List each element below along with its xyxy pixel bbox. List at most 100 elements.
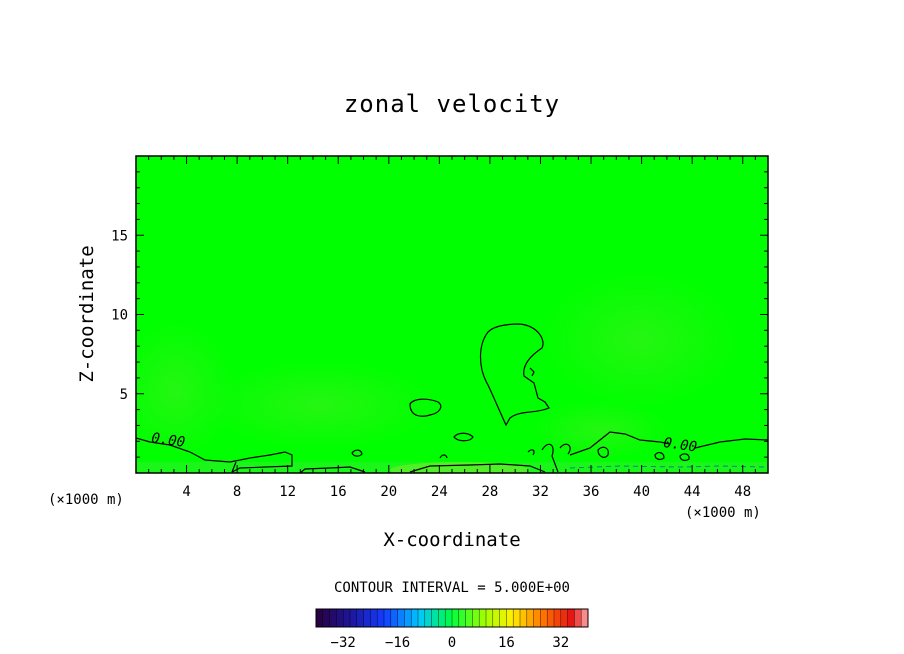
colorbar-cell [506,609,514,627]
x-tick-label: 48 [734,484,751,500]
colorbar-cell [356,609,364,627]
contour-line [679,453,690,462]
field-shade [136,320,235,460]
colorbar-cell [363,609,371,627]
colorbar-cell [458,609,466,627]
bottom-band [136,462,768,473]
contour-label: 0.00 [150,430,186,451]
contour-line [597,446,609,458]
colorbar-cell [513,609,521,627]
x-tick-label: 24 [431,484,448,500]
colorbar-cell [336,609,344,627]
contour-line [299,466,366,473]
colorbar-cell [377,609,385,627]
colorbar-cell [438,609,446,627]
x-tick-label: 44 [684,484,701,500]
z-tick-label: 5 [120,387,128,403]
contour-line [409,398,442,417]
z-tick-label: 15 [111,228,128,244]
x-tick-label: 12 [279,484,296,500]
colorbar-cell [520,609,528,627]
colorbar-cell [404,609,412,627]
colorbar-cell [329,609,337,627]
colorbar-tick-label: 0 [448,635,456,651]
x-tick-label: 4 [182,484,190,500]
colorbar-tick-label: −16 [385,635,410,651]
colorbar-cell [581,609,589,627]
chart-title: zonal velocity [344,90,560,118]
contour-line [559,443,571,455]
contour-label: 0.00 [662,435,698,456]
contour-line [409,463,546,473]
colorbar-cell [384,609,392,627]
colorbar-cell [390,609,398,627]
negative-contour [569,465,766,469]
contour-line [136,437,293,473]
colorbar-tick-label: −32 [331,635,356,651]
contour-line [527,449,535,456]
colorbar-cell [547,609,555,627]
contour-line [569,431,671,456]
x-tick-label: 16 [330,484,347,500]
colorbar-cell [424,609,432,627]
colorbar-cell [479,609,487,627]
field-shade [540,270,740,410]
zero-contours [136,323,768,473]
x-axis-unit-left: (×1000 m) [48,492,124,508]
x-axis-ticks: 4 8 12 16 20 24 28 32 36 40 44 48 [148,156,756,500]
colorbar-cell [418,609,426,627]
colorbar-cell [574,609,582,627]
x-tick-label: 8 [233,484,241,500]
contour-line [453,432,474,442]
colorbar-cell [411,609,419,627]
colorbar-tick-label: 32 [552,635,569,651]
colorbar-cell [472,609,480,627]
contour-line [479,323,550,427]
colorbar-cell [343,609,351,627]
field-shade [200,360,440,450]
contour-line [541,443,559,473]
z-tick-label: 10 [111,308,128,324]
z-axis-ticks: 5 10 15 [111,171,768,458]
field-shade [530,400,670,460]
colorbar-cell [499,609,507,627]
x-tick-label: 36 [583,484,600,500]
colorbar-cell [567,609,575,627]
colorbar-cell [397,609,405,627]
colorbar-cell [322,609,330,627]
x-tick-label: 20 [380,484,397,500]
colorbar-cell [431,609,439,627]
colorbar-ticks: −32 −16 0 16 32 [331,635,570,651]
contour-line [351,449,363,457]
colorbar-cell [350,609,358,627]
colorbar-cell [465,609,473,627]
colorbar [315,608,589,628]
colorbar-cell [452,609,460,627]
contour-line [231,461,237,473]
colorbar-cell [370,609,378,627]
contour-labels: 0.00 0.00 [150,430,698,455]
contour-line [694,438,768,449]
colorbar-cell [492,609,500,627]
colorbar-cell [540,609,548,627]
plot-area: 0.00 0.00 [136,156,768,473]
colorbar-cell [533,609,541,627]
colorbar-cell [526,609,534,627]
colorbar-cell [486,609,494,627]
colorbar-cell [560,609,568,627]
colorbar-cell [554,609,562,627]
x-axis-label: X-coordinate [383,529,520,551]
contour-line [654,452,665,461]
colorbar-frame [315,608,589,628]
z-axis-label: Z-coordinate [76,245,98,382]
colorbar-cell [445,609,453,627]
x-tick-label: 28 [481,484,498,500]
x-tick-label: 32 [532,484,549,500]
colorbar-cell [316,609,324,627]
x-tick-label: 40 [633,484,650,500]
contour-interval-text: CONTOUR INTERVAL = 5.000E+00 [334,580,570,596]
contour-line [439,454,448,459]
x-axis-unit-right: (×1000 m) [685,505,761,521]
contour-line [529,367,535,377]
